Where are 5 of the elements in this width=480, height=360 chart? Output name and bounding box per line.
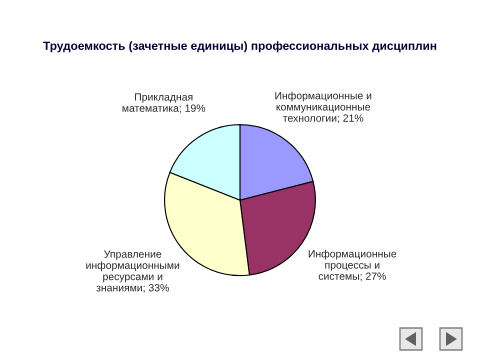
slice-label: Информационные и коммуникационные технологии; 21%: [275, 92, 372, 124]
slice-label: Прикладная математика; 19%: [122, 93, 206, 114]
chart-title: Трудоемкость (зачетные единицы) профессиональных дисциплин: [43, 41, 436, 52]
slice-label: Информационные процессы и системы; 27%: [308, 250, 396, 282]
slice-label: Управление информационными ресурсами и знаниями; 33%: [86, 250, 180, 293]
